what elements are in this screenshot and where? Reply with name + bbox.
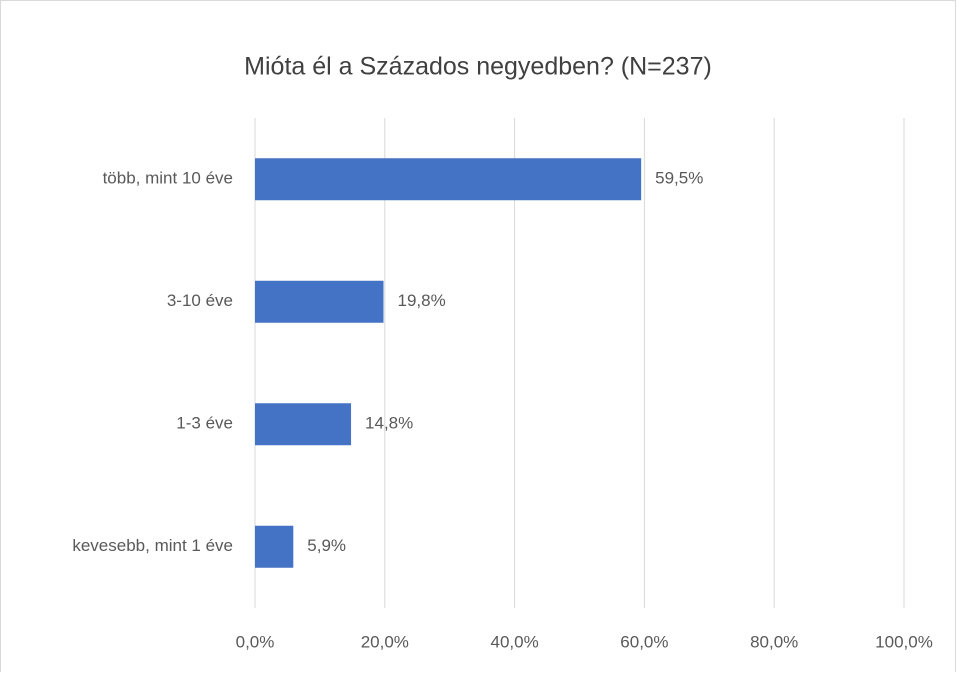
bar [255, 403, 352, 446]
data-label: 59,5% [655, 169, 703, 188]
data-label: 5,9% [307, 536, 346, 555]
bar [255, 280, 384, 323]
chart-title: Mióta él a Százados negyedben? (N=237) [244, 53, 712, 81]
bar [255, 525, 294, 568]
y-tick-label: 1-3 éve [176, 414, 233, 433]
x-tick-label: 40,0% [490, 632, 538, 651]
y-tick-label: kevesebb, mint 1 éve [72, 536, 233, 555]
x-tick-label: 80,0% [750, 632, 798, 651]
data-label: 19,8% [398, 291, 446, 310]
x-tick-label: 20,0% [361, 632, 409, 651]
data-label: 14,8% [365, 414, 413, 433]
y-tick-label: 3-10 éve [167, 291, 233, 310]
y-tick-label: több, mint 10 éve [103, 169, 233, 188]
x-tick-label: 0,0% [236, 632, 275, 651]
bar [255, 158, 642, 201]
x-tick-label: 60,0% [620, 632, 668, 651]
x-tick-label: 100,0% [875, 632, 933, 651]
